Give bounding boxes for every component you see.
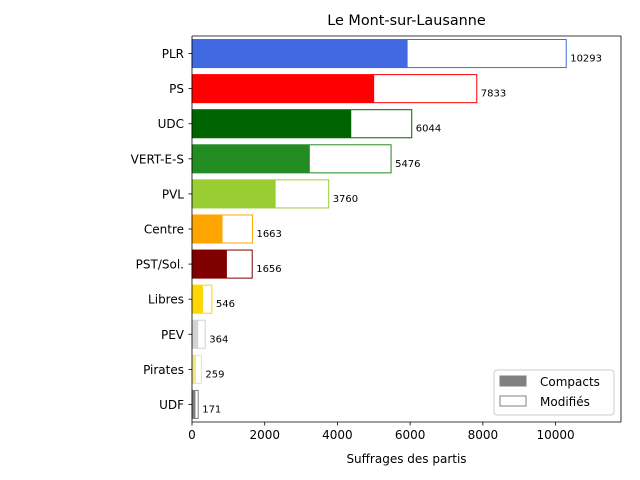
x-tick-label: 2000	[249, 428, 280, 442]
bar-total-label: 1656	[256, 264, 281, 275]
x-tick-label: 4000	[322, 428, 353, 442]
y-tick-label: UDC	[158, 117, 184, 131]
bar-total-label: 5476	[395, 159, 420, 170]
chart-title: Le Mont-sur-Lausanne	[327, 13, 486, 29]
y-tick-label: Pirates	[143, 363, 184, 377]
x-tick-label: 10000	[536, 428, 574, 442]
y-tick-label: PLR	[162, 47, 184, 61]
bar-compacts	[192, 214, 223, 244]
bar-compacts	[192, 390, 196, 419]
y-tick-label: Libres	[148, 293, 184, 307]
bar-compacts	[192, 250, 227, 279]
y-tick-label: PEV	[161, 328, 185, 342]
bar-total-label: 364	[209, 334, 228, 345]
legend-label: Modifiés	[540, 395, 590, 409]
bar-compacts	[192, 355, 196, 384]
bar-total-label: 259	[205, 369, 224, 380]
bar-compacts	[192, 320, 199, 349]
x-tick-label: 0	[188, 428, 196, 442]
bar-total-label: 546	[216, 299, 235, 310]
legend-swatch	[499, 395, 527, 407]
bar-compacts	[192, 39, 408, 68]
bar-compacts	[192, 109, 352, 138]
y-tick-label: Centre	[144, 223, 184, 237]
bar-compacts	[192, 74, 375, 103]
bar-total-label: 10293	[570, 54, 602, 65]
bar-compacts	[192, 144, 310, 173]
bars-group: 10293 7833 6044 5476 3760 1663 1656 546 364 259 17…	[191, 39, 602, 419]
x-tick-label: 8000	[468, 428, 499, 442]
x-tick-label: 6000	[395, 428, 426, 442]
bar-total-label: 3760	[333, 194, 358, 205]
x-axis-label: Suffrages des partis	[346, 452, 466, 466]
y-tick-label: UDF	[159, 398, 184, 412]
y-tick-label: VERT-E-S	[131, 152, 184, 166]
bar-compacts	[192, 179, 276, 208]
y-tick-label: PST/Sol.	[136, 258, 184, 272]
bar-total-label: 1663	[256, 229, 281, 240]
legend: Compacts Modifiés	[493, 369, 615, 416]
y-tick-label: PS	[169, 82, 184, 96]
bar-total-label: 7833	[481, 89, 506, 100]
axes-group: PLR PS UDC VERT-E-S PVL Centre PST/Sol. Libres P…	[131, 35, 622, 442]
bar-total-label: 171	[202, 404, 221, 415]
legend-swatch	[499, 375, 527, 387]
y-tick-label: PVL	[162, 187, 184, 201]
bar-total-label: 6044	[416, 124, 441, 135]
legend-label: Compacts	[540, 375, 600, 389]
bar-compacts	[192, 285, 203, 314]
